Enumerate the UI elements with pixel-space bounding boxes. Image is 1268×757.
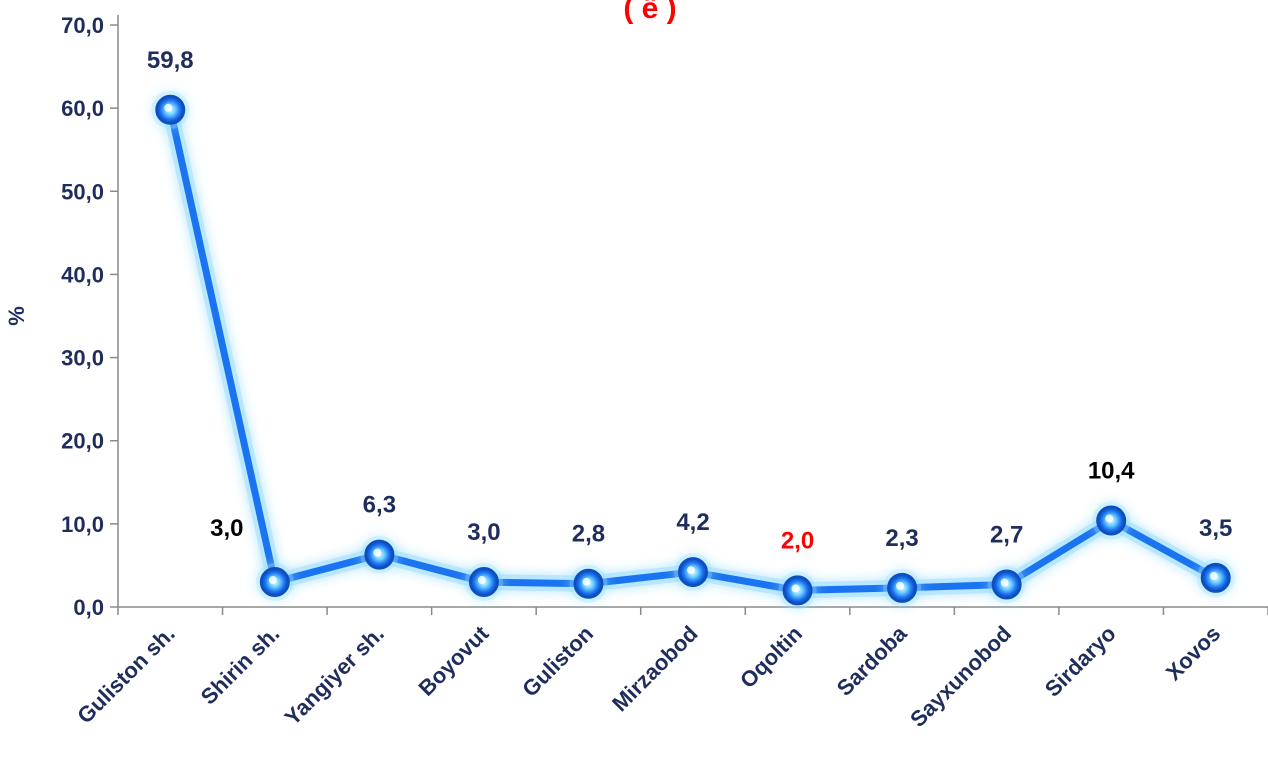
data-point (883, 568, 922, 607)
data-point (1092, 501, 1131, 540)
data-point (1196, 558, 1235, 597)
data-point-highlight (1209, 571, 1218, 580)
data-label: 2,3 (885, 525, 918, 552)
data-label: 2,8 (572, 521, 605, 548)
y-tick-label: 30,0 (61, 346, 104, 371)
data-point (674, 553, 712, 592)
y-tick-label: 70,0 (61, 13, 104, 38)
axes: ( ё ) 0,0 10,0 20,0 30,0 40,0 50,0 60,0 70,0% (4, 0, 1268, 620)
y-tick-label: 20,0 (61, 429, 104, 454)
data-point-highlight (582, 577, 591, 586)
data-point-highlight (477, 576, 486, 585)
x-tick-label: Yangiyer sh. (280, 621, 389, 730)
data-point (360, 535, 399, 574)
data-point (255, 563, 294, 602)
data-point-highlight (373, 548, 382, 557)
data-label: 59,8 (147, 47, 194, 74)
x-tick-label: Xovos (1161, 621, 1225, 685)
data-point (569, 564, 608, 603)
data-label: 3,5 (1199, 515, 1232, 542)
x-tick-label: Boyovut (414, 620, 494, 700)
data-point (778, 571, 817, 610)
y-tick-label: 10,0 (61, 512, 104, 537)
x-tick-label: Sardoba (832, 620, 912, 700)
x-tick-label: Oqoltin (735, 621, 807, 693)
data-markers (151, 90, 1235, 610)
data-label: 3,0 (210, 515, 243, 542)
data-point-highlight (1105, 514, 1114, 523)
data-point-highlight (164, 103, 173, 112)
y-tick-label: 60,0 (61, 96, 104, 121)
data-point-highlight (1000, 578, 1009, 587)
data-point (987, 565, 1026, 604)
data-point (464, 563, 503, 602)
x-tick-label: Mirzaobod (607, 621, 702, 716)
data-label: 2,7 (990, 522, 1023, 549)
data-point-highlight (791, 584, 800, 593)
data-point-highlight (268, 576, 277, 585)
y-tick-label: 50,0 (61, 179, 104, 204)
data-labels: 59,8 3,0 6,3 3,0 2,8 4,2 2,0 2,3 2,7 10,4 3,5 (147, 47, 1233, 555)
y-axis-label: % (4, 306, 29, 326)
x-tick-label: Sirdaryo (1040, 621, 1121, 702)
x-tick-label: Sayxunobod (905, 621, 1016, 732)
data-label: 3,0 (467, 519, 500, 546)
category-labels: Guliston sh. Shirin sh.Yangiyer sh. Boyovu… (72, 620, 1225, 732)
x-tick-label: Guliston (517, 621, 598, 702)
data-point-highlight (896, 581, 905, 590)
data-label: 4,2 (676, 509, 709, 536)
data-label: 6,3 (363, 492, 396, 519)
x-tick-label: Guliston sh. (72, 621, 180, 729)
data-label: 10,4 (1088, 458, 1135, 485)
chart-title: ( ё ) (623, 0, 676, 25)
data-point-highlight (687, 566, 695, 575)
y-tick-label: 0,0 (73, 595, 104, 620)
y-tick-label: 40,0 (61, 262, 104, 287)
data-point (151, 90, 190, 129)
x-tick-label: Shirin sh. (196, 621, 285, 710)
data-label: 2,0 (781, 527, 814, 554)
